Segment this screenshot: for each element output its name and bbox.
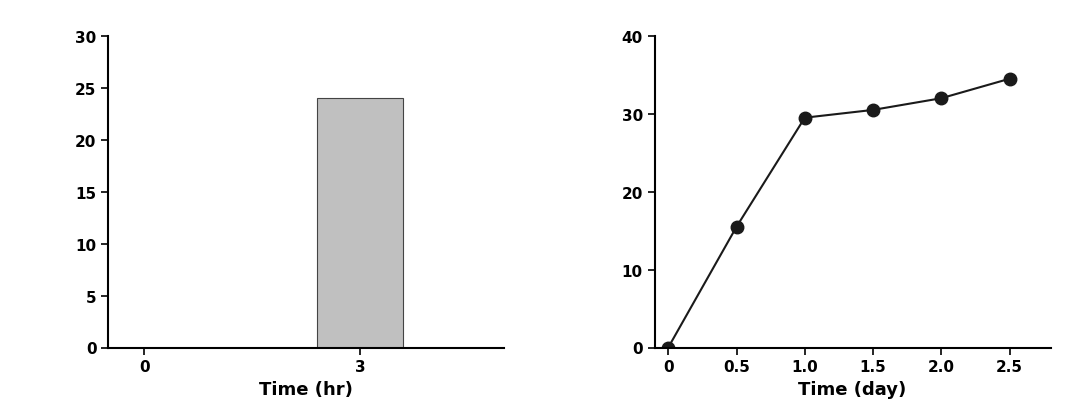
X-axis label: Time (day): Time (day)	[798, 380, 906, 398]
Bar	[317, 99, 403, 348]
X-axis label: Time (hr): Time (hr)	[259, 380, 353, 398]
